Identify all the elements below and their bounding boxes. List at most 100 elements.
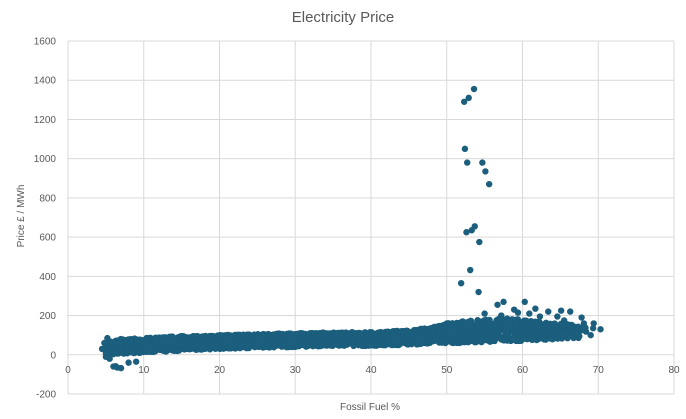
data-point — [435, 339, 443, 346]
data-point — [357, 336, 365, 343]
data-point — [479, 322, 486, 329]
data-point — [395, 328, 403, 335]
data-point — [459, 324, 467, 331]
data-point — [143, 334, 151, 342]
x-tick-label: 60 — [517, 365, 529, 376]
data-point — [417, 340, 424, 348]
data-point — [150, 344, 158, 351]
data-point — [551, 330, 559, 337]
data-point — [508, 316, 516, 323]
data-point — [542, 321, 550, 328]
data-point — [295, 342, 303, 350]
data-point — [338, 332, 345, 339]
data-point — [479, 159, 486, 166]
data-point — [580, 320, 588, 327]
data-point — [492, 323, 500, 331]
data-point — [500, 298, 507, 306]
data-point — [412, 334, 419, 341]
data-point — [379, 334, 387, 341]
y-tick-label: 800 — [39, 193, 56, 204]
data-point — [300, 334, 308, 342]
data-point — [463, 229, 470, 236]
data-point — [545, 308, 552, 315]
y-tick-label: 400 — [39, 272, 56, 283]
x-tick-label: 20 — [214, 365, 226, 376]
data-point — [470, 85, 478, 93]
data-point — [521, 298, 528, 306]
data-point — [457, 279, 465, 287]
data-point — [104, 334, 111, 342]
y-tick-label: 1200 — [34, 115, 57, 126]
data-point — [566, 330, 573, 338]
data-point — [490, 337, 498, 344]
data-point — [499, 321, 506, 329]
data-point — [514, 330, 521, 337]
data-point — [550, 320, 558, 328]
data-point — [397, 338, 404, 345]
data-point — [221, 340, 229, 348]
data-point — [405, 341, 412, 348]
data-point — [482, 329, 489, 336]
data-point — [309, 330, 316, 337]
data-point — [576, 332, 583, 340]
data-point — [226, 341, 234, 348]
y-tick-label: 600 — [39, 233, 56, 244]
data-point — [532, 305, 539, 312]
data-point — [124, 337, 131, 344]
data-point — [143, 339, 150, 346]
data-point — [528, 325, 536, 332]
data-point — [390, 337, 398, 344]
data-point — [215, 333, 222, 340]
data-point — [587, 331, 594, 339]
data-point — [526, 310, 533, 317]
data-point — [441, 322, 449, 329]
data-point — [476, 238, 483, 246]
data-point — [132, 358, 140, 365]
data-point — [499, 326, 506, 333]
data-point — [355, 341, 362, 349]
data-point — [267, 337, 275, 345]
data-point — [406, 329, 413, 336]
data-point — [146, 348, 154, 355]
y-tick-label: 1400 — [34, 76, 57, 87]
data-point — [446, 336, 454, 343]
data-point — [385, 336, 392, 343]
data-point — [495, 334, 502, 341]
data-point — [540, 336, 548, 343]
data-point — [459, 318, 466, 325]
data-point — [362, 339, 369, 346]
data-point — [498, 312, 505, 319]
data-point — [567, 308, 574, 315]
data-point — [571, 323, 578, 330]
data-point — [506, 325, 514, 332]
data-point — [169, 337, 176, 344]
data-point — [184, 344, 191, 352]
data-point — [190, 341, 198, 348]
data-point — [471, 223, 478, 230]
data-point — [101, 339, 108, 347]
data-point — [466, 323, 474, 331]
data-point — [518, 323, 526, 331]
data-point — [280, 334, 287, 342]
data-point — [135, 342, 143, 350]
data-point — [456, 335, 463, 342]
data-point — [536, 313, 544, 320]
data-point — [467, 266, 474, 274]
y-tick-label: 1000 — [34, 154, 57, 165]
data-point — [271, 342, 278, 349]
data-point — [557, 307, 565, 314]
grid — [67, 40, 675, 395]
data-point — [545, 329, 552, 337]
x-tick-label: 80 — [668, 365, 680, 376]
y-tick-label: 200 — [39, 311, 56, 322]
data-point — [286, 333, 293, 340]
data-point — [561, 331, 568, 339]
data-point — [176, 341, 183, 348]
data-point — [302, 341, 309, 349]
data-point — [160, 336, 167, 343]
data-point — [482, 168, 489, 175]
data-point — [426, 339, 433, 347]
data-point — [247, 334, 254, 341]
